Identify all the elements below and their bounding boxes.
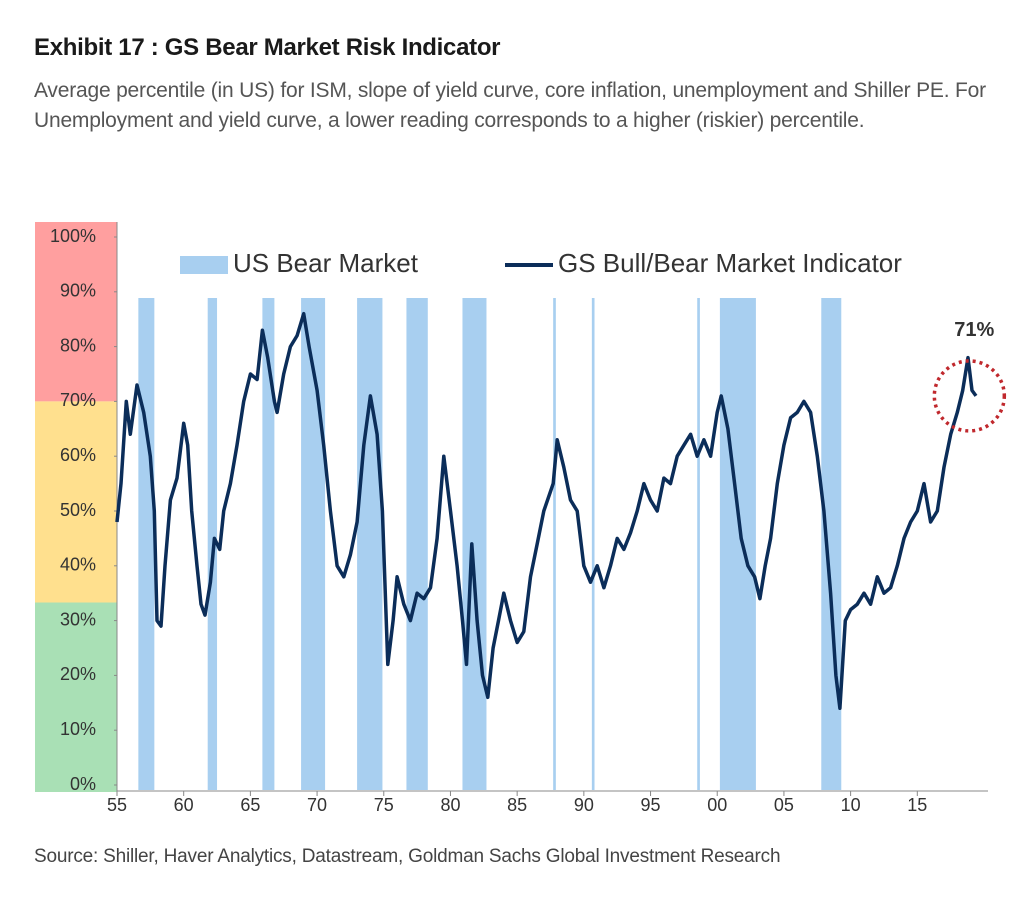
x-tick-label: 90 — [574, 795, 594, 815]
y-tick-label: 80% — [60, 335, 96, 355]
y-tick-label: 20% — [60, 664, 96, 684]
legend-label: GS Bull/Bear Market Indicator — [558, 248, 902, 278]
y-tick-label: 50% — [60, 500, 96, 520]
annotation-circle — [932, 359, 1007, 433]
bear-market-band — [262, 298, 275, 790]
y-tick-label: 30% — [60, 609, 96, 629]
chart-title: Exhibit 17 : GS Bear Market Risk Indicat… — [34, 34, 501, 61]
legend-swatch — [180, 256, 228, 274]
x-tick-label: 70 — [307, 795, 327, 815]
risk-zone — [35, 401, 117, 603]
y-tick-label: 90% — [60, 281, 96, 301]
chart-subtitle: Average percentile (in US) for ISM, slop… — [34, 79, 986, 132]
x-tick-label: 05 — [774, 795, 794, 815]
bear-market-band — [301, 298, 326, 790]
y-tick-label: 100% — [50, 226, 96, 246]
y-tick-label: 40% — [60, 555, 96, 575]
indicator-line — [115, 311, 978, 711]
bear-market-band — [821, 298, 842, 790]
bear-market-band — [462, 298, 487, 790]
annotation-label: 71% — [954, 319, 994, 341]
bear-market-band — [553, 298, 556, 790]
x-tick-label: 60 — [174, 795, 194, 815]
risk-zone — [35, 222, 117, 402]
x-tick-label: 65 — [240, 795, 260, 815]
bear-market-band — [719, 298, 756, 790]
x-tick-label: 75 — [374, 795, 394, 815]
source-note: Source: Shiller, Haver Analytics, Datast… — [34, 846, 781, 867]
y-tick-label: 70% — [60, 390, 96, 410]
bear-market-band — [357, 298, 383, 790]
y-tick-label: 10% — [60, 719, 96, 739]
x-tick-label: 80 — [440, 795, 460, 815]
legend-label: US Bear Market — [233, 248, 419, 278]
x-tick-label: 10 — [841, 795, 861, 815]
y-tick-label: 0% — [70, 774, 96, 794]
bear-market-band — [697, 298, 700, 790]
x-tick-label: 55 — [107, 795, 127, 815]
risk-zone — [35, 602, 117, 792]
x-tick-label: 85 — [507, 795, 527, 815]
x-tick-label: 00 — [707, 795, 727, 815]
y-tick-label: 60% — [60, 445, 96, 465]
bear-market-band — [591, 298, 595, 790]
bear-market-band — [138, 298, 155, 790]
x-tick-label: 15 — [907, 795, 927, 815]
x-tick-label: 95 — [641, 795, 661, 815]
bear-market-band — [406, 298, 428, 790]
